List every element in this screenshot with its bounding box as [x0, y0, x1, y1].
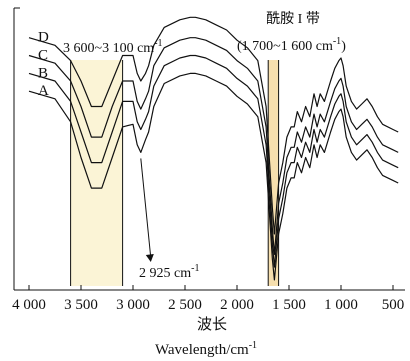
series-B-line	[28, 54, 399, 268]
series-D-label: D	[38, 30, 49, 46]
x-tick-label-3000: 3 000	[116, 297, 150, 313]
x-axis-title-cn: 波长	[197, 316, 227, 333]
oh-band-label: 3 600~3 100 cm-1	[63, 38, 163, 56]
x-tick-label-2500: 2 500	[168, 297, 202, 313]
amide-band-rect	[268, 60, 279, 286]
annotation-label: 2 925 cm-1	[139, 263, 199, 281]
x-tick-label-500: 500	[382, 297, 405, 313]
x-tick-label-4000: 4 000	[12, 297, 46, 313]
series-A-line	[28, 72, 399, 281]
x-tick-label-1000: 1 000	[324, 297, 358, 313]
x-tick-label-2000: 2 000	[220, 297, 254, 313]
x-axis-title-en: Wavelength/cm-1	[155, 340, 257, 358]
band-labels: 3 600~3 100 cm-1 酰胺 I 带 (1 700~1 600 cm-…	[63, 11, 346, 56]
annotation-layer: 2 925 cm-1	[139, 158, 199, 281]
series-B-label: B	[38, 65, 48, 81]
x-tick-label-1500: 1 500	[272, 297, 306, 313]
series-C-line	[28, 37, 399, 255]
amide-band-label-cn: 酰胺 I 带	[266, 11, 320, 27]
amide-band-label: (1 700~1 600 cm-1)	[237, 36, 346, 54]
series-A-label: A	[38, 83, 49, 99]
x-tick-label-3500: 3 500	[64, 297, 98, 313]
axis-titles: 波长 Wavelength/cm-1	[155, 316, 257, 358]
series-C-label: C	[38, 48, 48, 64]
oh-band-rect	[70, 60, 123, 286]
series-D-line	[28, 16, 399, 235]
bands-layer	[70, 60, 280, 286]
axis-layer: 4 000 3 500 3 000 2 500 2 000 1 500 1 000 500	[12, 7, 405, 313]
annotation-arrow-head	[145, 254, 154, 262]
annotation-arrow	[140, 158, 152, 259]
